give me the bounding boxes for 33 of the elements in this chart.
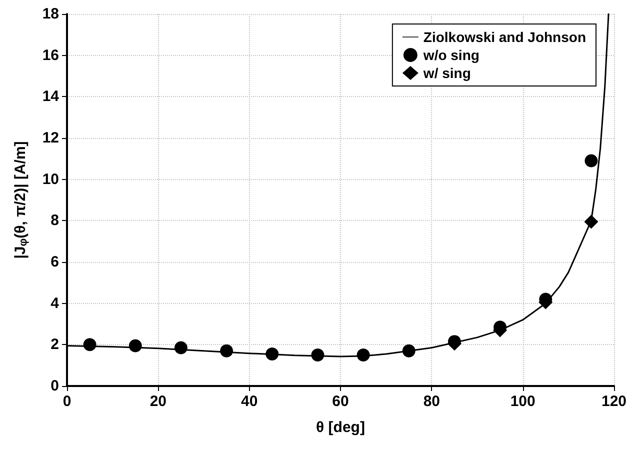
point bbox=[174, 341, 188, 354]
legend-label: w/o sing bbox=[422, 47, 480, 63]
x-tick-label: 40 bbox=[240, 393, 258, 410]
y-tick-label: 2 bbox=[50, 336, 59, 354]
point bbox=[584, 214, 598, 229]
y-axis-title: |Jφ(θ, π/2)| [A/m] bbox=[12, 141, 30, 259]
x-tick-label: 60 bbox=[332, 393, 349, 410]
y-tick-label: 8 bbox=[50, 212, 59, 230]
point bbox=[402, 344, 416, 358]
x-axis-title: θ [deg] bbox=[316, 419, 365, 436]
point bbox=[128, 339, 142, 352]
x-tick-label: 80 bbox=[423, 393, 440, 410]
y-tick-label: 14 bbox=[42, 88, 60, 106]
y-tick-label: 10 bbox=[42, 170, 59, 188]
x-tick-label: 100 bbox=[510, 393, 536, 410]
y-tick-label: 18 bbox=[42, 6, 59, 22]
point bbox=[220, 344, 234, 358]
y-tick-label: 0 bbox=[50, 378, 59, 394]
x-tick-label: 0 bbox=[62, 393, 72, 410]
y-tick-label: 4 bbox=[50, 294, 60, 312]
point bbox=[83, 338, 96, 352]
legend-label: w/ sing bbox=[422, 65, 471, 81]
point bbox=[266, 347, 279, 360]
point bbox=[448, 335, 461, 348]
legend-label: Ziolkowski and Johnson bbox=[423, 29, 586, 45]
y-tick-label: 6 bbox=[50, 254, 59, 270]
y-tick-label: 12 bbox=[42, 130, 59, 146]
y-tick-label: 16 bbox=[42, 46, 59, 64]
x-tick-label: 20 bbox=[150, 393, 167, 410]
point bbox=[356, 348, 370, 362]
point bbox=[311, 348, 324, 362]
x-tick-label: 120 bbox=[601, 393, 627, 410]
point bbox=[584, 154, 598, 168]
